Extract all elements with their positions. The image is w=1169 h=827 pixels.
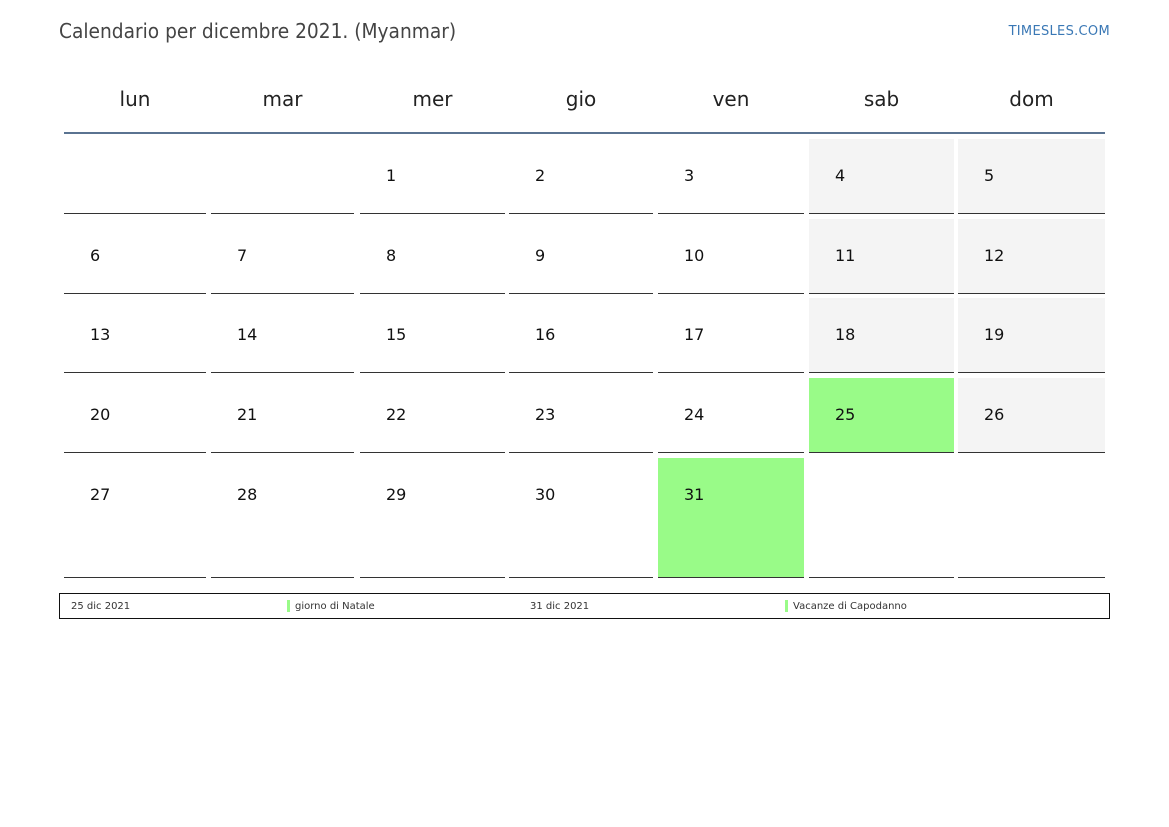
day-cell-20[interactable]: 20 [64, 378, 206, 453]
day-cell-28[interactable]: 28 [211, 458, 354, 578]
day-number: 13 [90, 325, 111, 344]
legend-holiday-name: giorno di Natale [295, 601, 375, 612]
day-number: 4 [835, 166, 846, 185]
weekday-ven: ven [712, 87, 750, 111]
day-cell-3[interactable]: 3 [658, 139, 804, 214]
day-number: 7 [237, 246, 248, 265]
day-number: 1 [386, 166, 397, 185]
day-cell-9[interactable]: 9 [509, 219, 653, 294]
day-number: 29 [386, 485, 407, 504]
day-cell-17[interactable]: 17 [658, 298, 804, 373]
weekday-header: lun mar mer gio ven sab dom [64, 70, 1105, 134]
day-cell-21[interactable]: 21 [211, 378, 354, 453]
day-cell-29[interactable]: 29 [360, 458, 505, 578]
day-cell-8[interactable]: 8 [360, 219, 505, 294]
legend-color-swatch [287, 600, 290, 612]
empty-day-cell [958, 458, 1105, 578]
day-cell-25[interactable]: 25 [809, 378, 954, 453]
legend-date: 25 dic 2021 [71, 601, 131, 612]
day-number: 8 [386, 246, 397, 265]
day-number: 25 [835, 405, 856, 424]
day-cell-24[interactable]: 24 [658, 378, 804, 453]
legend-color-swatch [785, 600, 788, 612]
day-number: 28 [237, 485, 258, 504]
empty-day-cell [64, 139, 206, 214]
legend-holiday-name: Vacanze di Capodanno [793, 601, 907, 612]
day-number: 31 [684, 485, 705, 504]
day-number: 14 [237, 325, 258, 344]
day-number: 3 [684, 166, 695, 185]
day-number: 9 [535, 246, 546, 265]
weekday-mer: mer [412, 87, 453, 111]
day-cell-19[interactable]: 19 [958, 298, 1105, 373]
day-number: 30 [535, 485, 556, 504]
day-number: 26 [984, 405, 1005, 424]
day-cell-4[interactable]: 4 [809, 139, 954, 214]
day-cell-11[interactable]: 11 [809, 219, 954, 294]
page-title: Calendario per dicembre 2021. (Myanmar) [59, 19, 457, 43]
day-number: 10 [684, 246, 705, 265]
weekday-lun: lun [119, 87, 151, 111]
day-number: 17 [684, 325, 705, 344]
day-cell-30[interactable]: 30 [509, 458, 653, 578]
day-number: 5 [984, 166, 995, 185]
day-cell-1[interactable]: 1 [360, 139, 505, 214]
day-cell-2[interactable]: 2 [509, 139, 653, 214]
day-cell-26[interactable]: 26 [958, 378, 1105, 453]
legend-date: 31 dic 2021 [530, 601, 590, 612]
day-number: 16 [535, 325, 556, 344]
weekday-sab: sab [863, 87, 900, 111]
day-cell-22[interactable]: 22 [360, 378, 505, 453]
weekday-gio: gio [565, 87, 597, 111]
day-number: 6 [90, 246, 101, 265]
day-cell-7[interactable]: 7 [211, 219, 354, 294]
day-cell-23[interactable]: 23 [509, 378, 653, 453]
day-cell-10[interactable]: 10 [658, 219, 804, 294]
day-number: 20 [90, 405, 111, 424]
site-link[interactable]: TIMESLES.COM [1008, 24, 1110, 39]
day-cell-14[interactable]: 14 [211, 298, 354, 373]
day-cell-18[interactable]: 18 [809, 298, 954, 373]
day-cell-5[interactable]: 5 [958, 139, 1105, 214]
day-number: 21 [237, 405, 258, 424]
weekday-mar: mar [262, 87, 303, 111]
day-number: 12 [984, 246, 1005, 265]
day-number: 15 [386, 325, 407, 344]
day-cell-12[interactable]: 12 [958, 219, 1105, 294]
holiday-legend: 25 dic 2021 giorno di Natale 31 dic 2021 Va… [59, 593, 1110, 619]
day-number: 23 [535, 405, 556, 424]
day-cell-15[interactable]: 15 [360, 298, 505, 373]
empty-day-cell [809, 458, 954, 578]
day-number: 11 [835, 246, 856, 265]
empty-day-cell [211, 139, 354, 214]
day-cell-27[interactable]: 27 [64, 458, 206, 578]
day-number: 24 [684, 405, 705, 424]
day-cell-6[interactable]: 6 [64, 219, 206, 294]
day-number: 19 [984, 325, 1005, 344]
day-cell-16[interactable]: 16 [509, 298, 653, 373]
day-number: 27 [90, 485, 111, 504]
day-number: 18 [835, 325, 856, 344]
weekday-dom: dom [1009, 87, 1054, 111]
day-cell-31[interactable]: 31 [658, 458, 804, 578]
day-cell-13[interactable]: 13 [64, 298, 206, 373]
day-number: 2 [535, 166, 546, 185]
day-number: 22 [386, 405, 407, 424]
